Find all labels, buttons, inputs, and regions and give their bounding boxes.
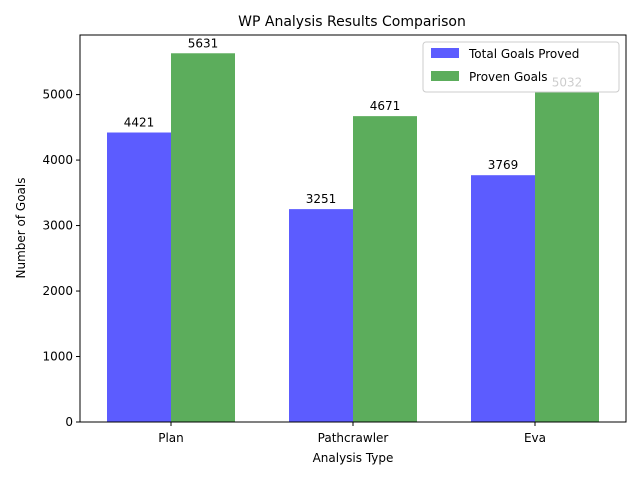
x-tick-label-pathcrawler: Pathcrawler: [318, 431, 389, 445]
legend: Total Goals Proved Proven Goals: [422, 41, 620, 93]
legend-label-total-goals-proved: Total Goals Proved: [468, 47, 579, 61]
legend-swatch-proven-goals: [431, 71, 459, 81]
bars-group: [107, 53, 599, 423]
x-tick-label-eva: Eva: [524, 431, 546, 445]
legend-label-proven-goals: Proven Goals: [469, 70, 548, 84]
y-tick-label: 0: [65, 415, 73, 429]
data-label-total-goals-proved-plan: 4421: [124, 116, 155, 130]
y-tick-label: 4000: [42, 153, 73, 167]
plot-frame: [79, 34, 627, 423]
data-label-proven-goals-plan: 5631: [188, 36, 219, 50]
y-tick-label: 5000: [42, 88, 73, 102]
bar-proven-goals-pathcrawler: [353, 116, 417, 423]
x-axis: Plan Pathcrawler Eva: [158, 422, 546, 445]
bar-total-goals-proved-plan: [107, 132, 171, 422]
bar-total-goals-proved-eva: [471, 175, 535, 422]
bar-proven-goals-plan: [171, 53, 235, 423]
legend-swatch-total-goals-proved: [431, 48, 459, 58]
chart-title: WP Analysis Results Comparison: [238, 14, 466, 30]
x-tick-label-plan: Plan: [158, 431, 184, 445]
y-tick-label: 2000: [42, 284, 73, 298]
y-axis-label: Number of Goals: [14, 178, 28, 279]
y-tick-label: 1000: [42, 350, 73, 364]
y-tick-label: 3000: [42, 219, 73, 233]
x-axis-label: Analysis Type: [313, 451, 394, 465]
bar-proven-goals-eva: [535, 92, 599, 422]
y-axis: 0 1000 2000 3000 4000 5000: [42, 88, 80, 429]
data-label-proven-goals-pathcrawler: 4671: [370, 99, 401, 113]
bar-total-goals-proved-pathcrawler: [289, 209, 353, 422]
data-label-total-goals-proved-eva: 3769: [488, 158, 519, 172]
data-label-total-goals-proved-pathcrawler: 3251: [306, 192, 337, 206]
legend-box: [422, 41, 620, 93]
